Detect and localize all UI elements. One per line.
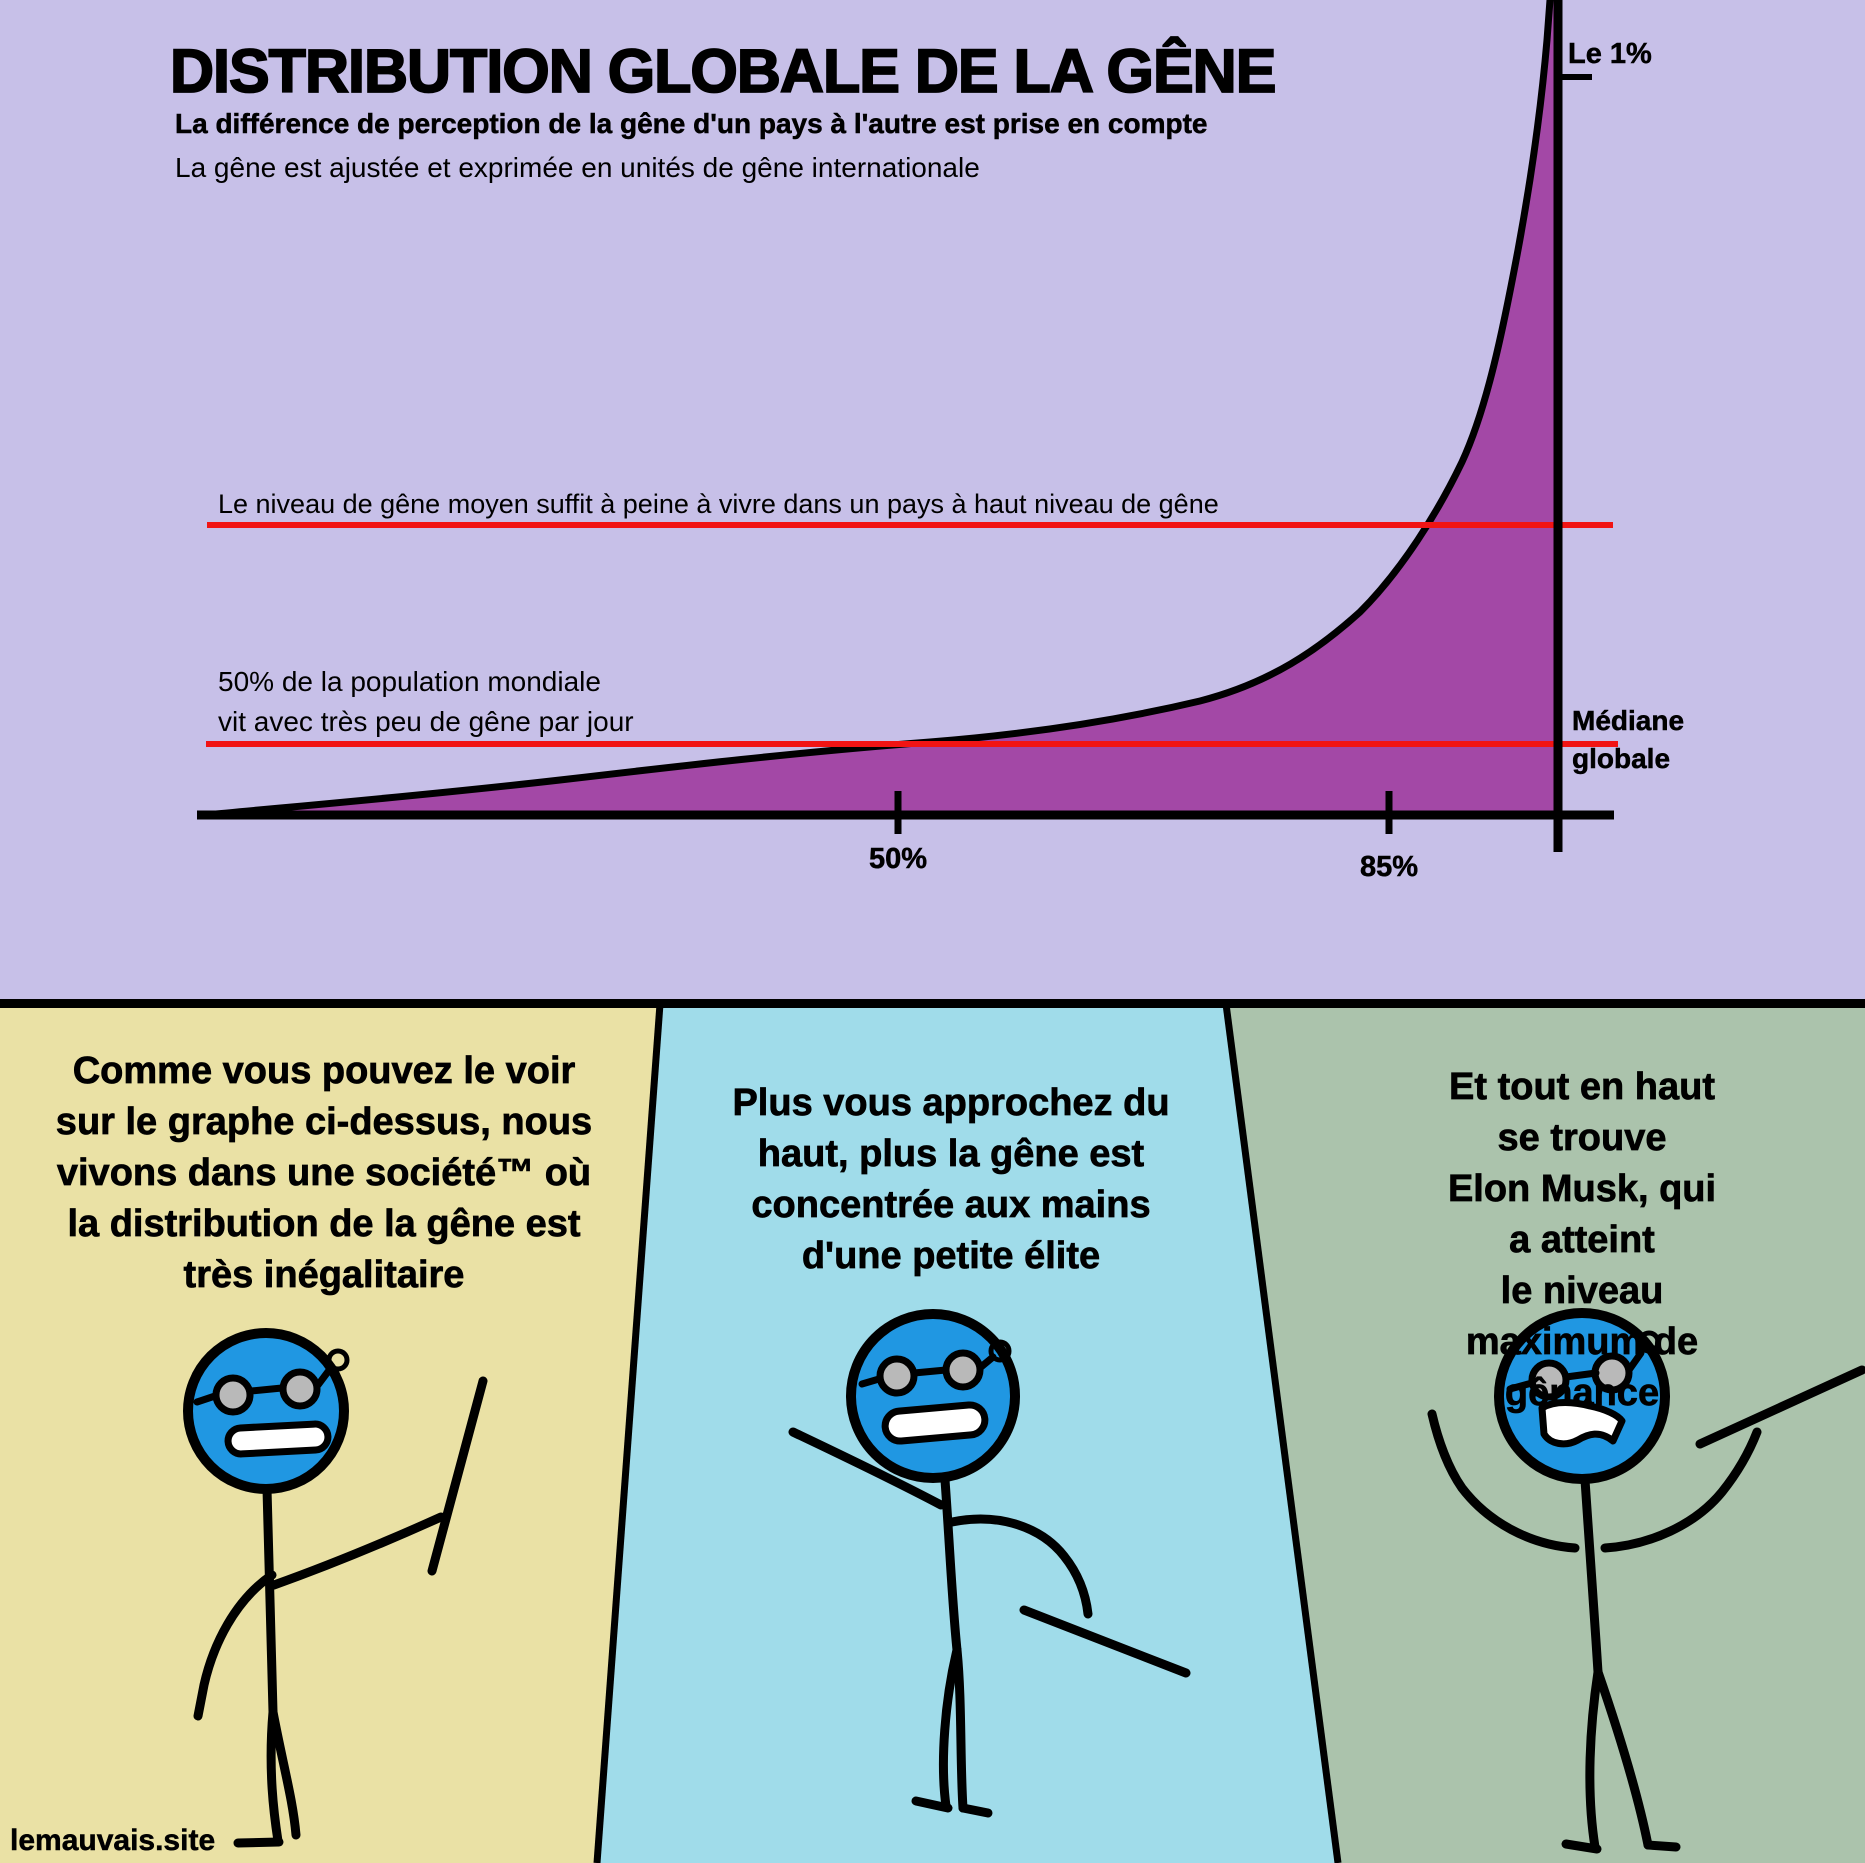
- figure-3-torso: [1580, 1475, 1603, 1677]
- figure-3-glasses: [1506, 1330, 1661, 1401]
- top1-label: Le 1%: [1568, 38, 1652, 71]
- x-tick-label-50: 50%: [868, 843, 928, 876]
- figure-1-head: [183, 1328, 349, 1494]
- figure-3-left-arm: [1427, 1409, 1580, 1553]
- figure-2-torso: [940, 1475, 962, 1655]
- distribution-curve: [201, 0, 1554, 819]
- figure-1-mouth: [224, 1420, 332, 1458]
- figure-2-head: [846, 1309, 1020, 1483]
- stick-figure-2: [788, 1309, 1191, 1818]
- stick-figure-3: [1427, 1308, 1865, 1854]
- figure-2-right-leg: [952, 1645, 968, 1813]
- panel-divider-1: [593, 1003, 664, 1863]
- figure-1-body: [193, 1376, 488, 1848]
- x-tick-label-85: 85%: [1359, 851, 1419, 884]
- median-annotation: 50% de la population mondiale vit avec t…: [218, 666, 634, 737]
- figure-1-left-foot: [233, 1837, 284, 1848]
- figure-2-left-leg: [938, 1645, 962, 1811]
- figure-3-body: [1427, 1365, 1865, 1854]
- panel-1-caption: Comme vous pouvez le voir sur le graphe …: [55, 1050, 593, 1297]
- figure-2-mouth: [881, 1401, 989, 1445]
- stick-figure-1: [183, 1328, 488, 1848]
- figure-1-right-leg: [268, 1707, 301, 1840]
- mean-annotation: Le niveau de gêne moyen suffit à peine à…: [218, 489, 1219, 519]
- figure-1-ear-loop: [326, 1348, 350, 1372]
- figure-2-ear-loop: [988, 1339, 1012, 1363]
- figure-2-left-arm: [788, 1427, 946, 1510]
- figure-2-pointer-stick: [1019, 1605, 1191, 1678]
- chart-subtitle-bold: La différence de perception de la gêne d…: [175, 108, 1208, 140]
- panel-divider-2: [1222, 1003, 1342, 1863]
- section-separator: [0, 999, 1865, 1008]
- chart-subtitle: La gêne est ajustée et exprimée en unité…: [175, 152, 980, 183]
- panel-2-caption: Plus vous approchez du haut, plus la gên…: [732, 1082, 1170, 1278]
- figure-1-left-arm: [193, 1570, 277, 1721]
- figure-1-torso: [262, 1484, 278, 1717]
- panel-3-caption: Et tout en haut se trouve Elon Musk, qui…: [1447, 1066, 1717, 1415]
- figure-3-mouth: [1538, 1399, 1626, 1448]
- figure-3-right-leg: [1593, 1667, 1653, 1850]
- site-watermark: lemauvais.site: [10, 1824, 216, 1858]
- figure-1-left-leg: [266, 1707, 283, 1846]
- figure-2-glasses: [858, 1339, 1012, 1397]
- figure-1-pointer-stick: [427, 1376, 488, 1576]
- figure-3-right-foot: [1643, 1840, 1681, 1852]
- figure-3-ear-loop: [1637, 1330, 1661, 1354]
- figure-3-left-leg: [1585, 1667, 1603, 1852]
- figure-2-body: [788, 1427, 1191, 1818]
- chart-title: DISTRIBUTION GLOBALE DE LA GÊNE: [169, 36, 1277, 106]
- figure-3-pointer-stick: [1695, 1365, 1865, 1449]
- figure-2-right-foot: [958, 1803, 993, 1818]
- figure-3-right-arm: [1600, 1427, 1762, 1553]
- figure-2-left-foot: [911, 1796, 953, 1813]
- figure-2-right-arm: [947, 1514, 1093, 1619]
- figure-1-right-arm: [269, 1512, 446, 1590]
- global-median-label: Médiane globale: [1572, 705, 1685, 775]
- figure-1-glasses: [193, 1348, 350, 1416]
- figure-3-left-foot: [1561, 1839, 1602, 1854]
- distribution-area: [205, 0, 1554, 815]
